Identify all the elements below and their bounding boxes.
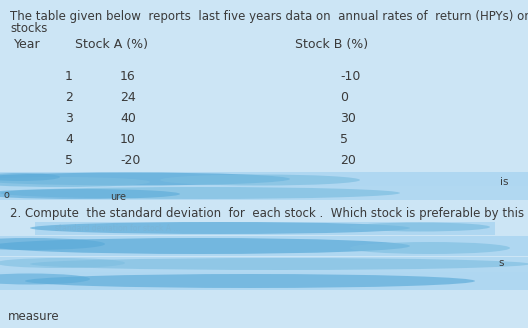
FancyBboxPatch shape	[0, 186, 528, 200]
Text: 16: 16	[120, 70, 136, 83]
Text: 2: 2	[65, 91, 73, 104]
Text: 20: 20	[340, 154, 356, 167]
Text: Year: Year	[14, 38, 41, 51]
Text: Stock A (%): Stock A (%)	[75, 38, 148, 51]
FancyBboxPatch shape	[0, 236, 528, 256]
Text: ure: ure	[110, 192, 126, 202]
Text: 4: 4	[65, 133, 73, 146]
FancyBboxPatch shape	[0, 172, 528, 186]
Text: 2. Compute  the standard deviation  for  each stock .  Which stock is preferable: 2. Compute the standard deviation for ea…	[10, 207, 528, 220]
Text: The table given below  reports  last five years data on  annual rates of  return: The table given below reports last five …	[10, 10, 528, 23]
Text: is: is	[500, 177, 508, 187]
Text: -10: -10	[340, 70, 361, 83]
Text: 40: 40	[120, 112, 136, 125]
Ellipse shape	[0, 274, 90, 284]
Ellipse shape	[0, 177, 150, 187]
Ellipse shape	[30, 222, 410, 234]
FancyBboxPatch shape	[0, 257, 528, 272]
Ellipse shape	[0, 189, 180, 199]
Ellipse shape	[0, 173, 60, 181]
Text: standard deviation for stock A ...: standard deviation for stock A ...	[55, 224, 181, 233]
Text: 5: 5	[340, 133, 348, 146]
Ellipse shape	[350, 242, 510, 254]
FancyBboxPatch shape	[35, 222, 495, 235]
Ellipse shape	[350, 222, 490, 232]
Ellipse shape	[0, 187, 400, 199]
Text: o: o	[3, 190, 9, 200]
Text: 30: 30	[340, 112, 356, 125]
Ellipse shape	[25, 274, 475, 288]
Ellipse shape	[0, 238, 105, 250]
Text: stocks: stocks	[10, 22, 48, 35]
Text: -20: -20	[120, 154, 140, 167]
FancyBboxPatch shape	[0, 272, 528, 290]
Text: 1: 1	[65, 70, 73, 83]
Text: 24: 24	[120, 91, 136, 104]
Text: 3: 3	[65, 112, 73, 125]
Ellipse shape	[30, 258, 528, 270]
Text: 0: 0	[340, 91, 348, 104]
Text: s: s	[498, 258, 504, 268]
Text: 10: 10	[120, 133, 136, 146]
Text: measure: measure	[8, 310, 60, 323]
Ellipse shape	[0, 173, 290, 186]
Ellipse shape	[0, 238, 410, 254]
Ellipse shape	[160, 174, 360, 186]
Ellipse shape	[0, 258, 125, 268]
Text: Stock B (%): Stock B (%)	[295, 38, 368, 51]
Text: 5: 5	[65, 154, 73, 167]
